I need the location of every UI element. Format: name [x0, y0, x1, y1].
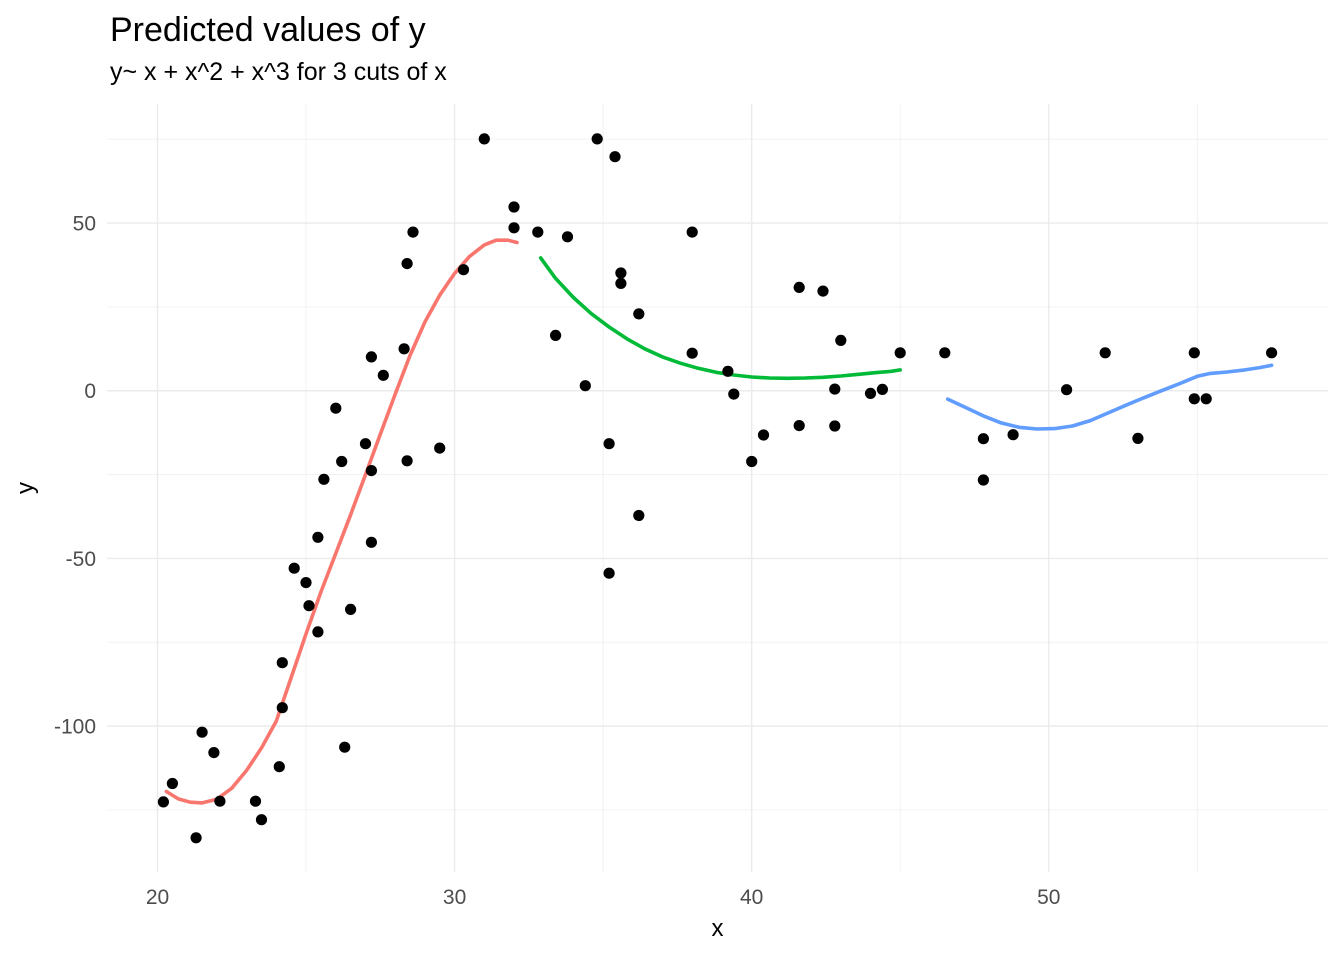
scatter-point: [829, 420, 841, 432]
scatter-point: [633, 509, 645, 522]
scatter-point: [401, 455, 413, 467]
scatter-point: [336, 455, 348, 468]
scatter-point: [939, 347, 951, 359]
scatter-point: [1132, 432, 1144, 444]
x-tick-label: 30: [443, 886, 466, 909]
scatter-point: [365, 351, 377, 363]
y-tick-label: -100: [54, 716, 96, 739]
scatter-point: [208, 747, 220, 759]
scatter-point: [728, 388, 740, 400]
x-tick-label: 20: [146, 886, 169, 909]
scatter-point: [633, 308, 645, 320]
scatter-point: [401, 258, 413, 270]
scatter-point: [312, 626, 324, 638]
scatter-point: [365, 536, 377, 548]
x-axis-title: x: [711, 915, 724, 942]
scatter-point: [190, 832, 202, 844]
scatter-point: [1188, 393, 1200, 405]
scatter-point: [1188, 347, 1200, 359]
scatter-point: [550, 329, 562, 341]
scatter-point: [273, 761, 285, 773]
scatter-point: [561, 231, 574, 243]
scatter-point: [722, 365, 734, 377]
x-tick-label: 40: [740, 886, 763, 909]
scatter-point: [686, 226, 698, 238]
scatter-point: [615, 267, 627, 279]
scatter-point: [478, 133, 490, 145]
scatter-point: [312, 531, 324, 543]
scatter-point: [1266, 347, 1278, 359]
scatter-point: [746, 455, 758, 468]
scatter-point: [434, 442, 446, 454]
scatter-point: [793, 420, 805, 432]
scatter-point: [686, 347, 698, 359]
scatter-point: [579, 380, 591, 392]
scatter-point: [276, 702, 288, 714]
scatter-point: [609, 151, 621, 163]
scatter-point: [615, 277, 627, 289]
scatter-point: [214, 795, 226, 807]
scatter-point: [196, 726, 208, 738]
scatter-point: [817, 285, 829, 297]
y-axis-title: y: [12, 482, 39, 494]
y-tick-label: 0: [84, 380, 96, 403]
fit-line-cut-3: [945, 363, 1274, 431]
scatter-point: [532, 226, 544, 238]
scatter-point: [864, 387, 877, 399]
scatter-point: [157, 796, 169, 808]
scatter-point: [977, 433, 990, 445]
scatter-point: [276, 657, 288, 669]
scatter-point: [457, 264, 470, 276]
fit-line-cut-2: [538, 256, 902, 381]
scatter-point: [1061, 384, 1073, 396]
scatter-point: [288, 562, 300, 574]
fit-line-cut-1: [164, 238, 519, 805]
scatter-point: [339, 741, 351, 753]
scatter-point: [508, 222, 520, 234]
scatter-point: [977, 474, 990, 486]
y-tick-label: -50: [66, 548, 96, 571]
y-tick-label: 50: [73, 213, 96, 236]
scatter-point: [365, 465, 377, 477]
plot-subtitle: y~ x + x^2 + x^3 for 3 cuts of x: [110, 58, 447, 86]
scatter-point: [591, 133, 603, 145]
scatter-point: [1007, 429, 1019, 441]
scatter-point: [603, 567, 615, 579]
plot-title: Predicted values of y: [110, 11, 426, 49]
scatter-point: [249, 795, 262, 807]
scatter-point: [330, 402, 342, 414]
scatter-point: [757, 429, 770, 441]
scatter-point: [1099, 347, 1111, 359]
x-tick-label: 50: [1037, 886, 1060, 909]
scatter-point: [1200, 393, 1212, 405]
scatter-point: [166, 777, 178, 790]
scatter-point: [793, 281, 805, 293]
scatter-point: [318, 473, 330, 485]
scatter-point: [398, 343, 410, 355]
scatter-point: [876, 383, 889, 395]
scatter-point: [894, 347, 906, 359]
scatter-point: [359, 438, 372, 450]
scatter-point: [603, 438, 615, 450]
scatter-point: [835, 334, 847, 346]
scatter-point: [255, 814, 268, 826]
scatter-point: [508, 201, 520, 213]
scatter-point: [300, 577, 312, 589]
scatter-point: [829, 383, 841, 395]
scatter-point: [303, 600, 315, 612]
scatter-point: [377, 369, 389, 381]
scatter-point: [345, 603, 357, 616]
scatter-point: [407, 226, 419, 238]
